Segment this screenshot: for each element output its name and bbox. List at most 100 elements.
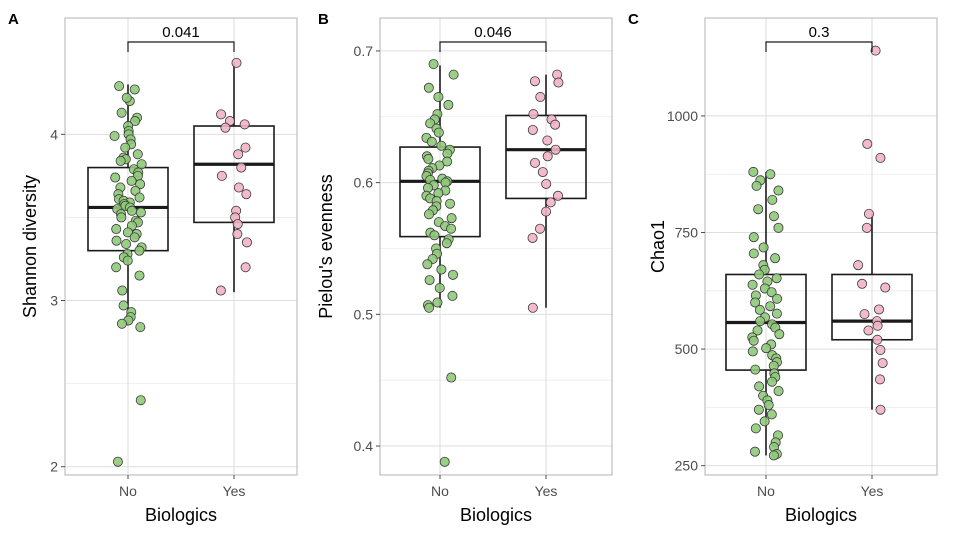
data-point [134,192,145,203]
data-point [771,273,782,284]
data-point [875,152,886,163]
y-tick-label: 1000 [667,108,698,124]
data-point [748,232,759,243]
data-point [863,325,874,336]
data-point [535,223,546,234]
data-point [753,404,764,415]
data-point [441,238,452,249]
data-point [116,212,127,223]
data-point [872,320,883,331]
data-point [765,169,776,180]
data-point [135,207,146,218]
data-point [114,81,125,92]
data-point [122,255,133,266]
data-point [550,144,561,155]
data-point [755,316,766,327]
data-point [115,155,126,166]
data-point [236,162,247,173]
data-point [766,287,777,298]
data-point [126,205,137,216]
data-point [429,230,440,241]
data-point [527,124,538,135]
data-point [215,285,226,296]
x-axis-title: Biologics [145,505,217,525]
data-point [233,182,244,193]
data-point [422,259,433,270]
data-point [870,45,881,56]
data-point [761,343,772,354]
significance-bracket: 0.3 [765,24,873,52]
data-point [423,153,434,164]
data-point [774,329,785,340]
data-point [425,118,436,129]
data-point [117,285,128,296]
points-no [747,166,785,461]
bracket-line [439,41,547,52]
y-tick-label: 0.7 [354,43,374,59]
data-point [436,140,447,151]
points-yes [853,45,891,415]
data-point [528,109,539,120]
data-point [240,142,251,153]
data-point [768,211,779,222]
data-point [542,151,553,162]
data-point [527,232,538,243]
p-value-label: 0.041 [162,24,200,41]
y-tick-label: 0.5 [354,306,374,322]
data-point [751,180,762,191]
data-point [424,275,435,286]
data-point [767,376,778,387]
data-point [447,269,458,280]
data-point [552,190,563,201]
data-point [861,222,872,233]
significance-bracket: 0.041 [127,24,235,52]
data-point [748,166,759,177]
data-point [120,142,131,153]
p-value-label: 0.3 [809,24,830,41]
data-point [537,167,548,178]
gridlines [65,18,297,475]
data-point [748,248,759,259]
y-tick-label: 500 [675,341,699,357]
data-point [439,456,450,467]
data-point [239,119,250,130]
x-tick-label-yes: Yes [223,483,246,499]
data-point [872,334,883,345]
y-tick-label: 750 [675,225,699,241]
bracket-line [127,41,235,52]
data-point [873,304,884,315]
data-point [130,116,141,127]
data-point [433,127,444,138]
significance-bracket: 0.046 [439,24,547,52]
data-point [542,135,553,146]
data-point [112,456,123,467]
data-point [432,297,443,308]
data-point [110,172,121,183]
data-point [747,346,758,357]
panel-label: B [318,11,329,28]
data-point [135,322,146,333]
data-point [134,270,145,281]
box-iqr [831,273,913,341]
data-point [446,223,457,234]
data-point [753,204,764,215]
data-point [553,77,564,88]
y-tick-label: 0.6 [354,175,374,191]
data-point [748,335,759,346]
x-tick-label-no: No [757,483,775,499]
y-tick-label: 0.4 [354,438,374,454]
data-point [426,136,437,147]
data-point [853,260,864,271]
data-point [121,239,132,250]
data-point [446,372,457,383]
y-axis-title: Pielou's evenness [316,174,336,319]
data-point [448,69,459,80]
data-point [773,386,784,397]
x-axis-title: Biologics [785,505,857,525]
data-point [220,122,231,133]
data-point [111,235,122,246]
box-iqr [505,114,587,200]
bracket-line [765,41,873,52]
data-point [880,282,891,293]
